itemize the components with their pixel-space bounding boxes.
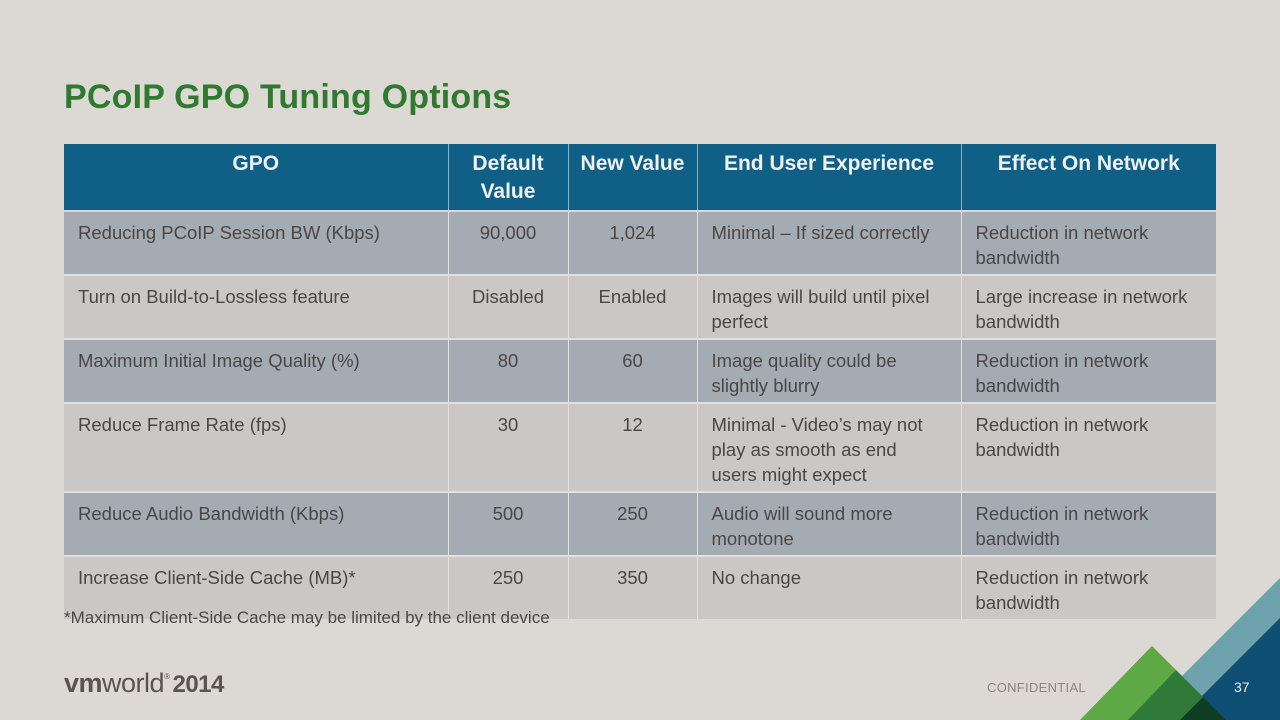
cell-experience: Minimal – If sized correctly [696,210,961,275]
cell-experience: Images will build until pixel perfect [696,274,961,339]
logo-year: 2014 [172,671,224,698]
cell-new-value: 12 [567,402,697,492]
cell-new-value: Enabled [567,274,697,339]
cell-effect: Reduction in network bandwidth [960,491,1216,556]
footnote: *Maximum Client-Side Cache may be limite… [64,608,550,627]
cell-gpo: Increase Client-Side Cache (MB)* [64,555,448,619]
logo-vm: vm [64,668,103,698]
cell-gpo: Turn on Build-to-Lossless feature [64,274,448,339]
cell-gpo: Maximum Initial Image Quality (%) [64,338,448,403]
cell-default-value: 90,000 [447,210,568,275]
slide-title: PCoIP GPO Tuning Options [64,78,512,116]
cell-new-value: 60 [567,338,697,403]
header-effect-on-network: Effect On Network [960,144,1216,212]
cell-effect: Large increase in network bandwidth [960,274,1216,339]
cell-default-value: 80 [447,338,568,403]
cell-default-value: 500 [447,491,568,556]
header-end-user-experience: End User Experience [696,144,961,212]
cell-gpo: Reducing PCoIP Session BW (Kbps) [64,210,448,275]
cell-gpo: Reduce Audio Bandwidth (Kbps) [64,491,448,556]
logo-world: world [102,668,165,698]
table-header-row: GPO Default Value New Value End User Exp… [64,144,1216,212]
registered-mark-icon: ® [164,672,170,681]
header-new-value: New Value [567,144,697,212]
page-number: 37 [1234,679,1250,695]
cell-experience: Minimal - Video’s may not play as smooth… [696,402,961,492]
cell-default-value: Disabled [447,274,568,339]
cell-effect: Reduction in network bandwidth [960,338,1216,403]
cell-effect: Reduction in network bandwidth [960,210,1216,275]
gpo-tuning-table: GPO Default Value New Value End User Exp… [64,144,1216,619]
cell-gpo: Reduce Frame Rate (fps) [64,402,448,492]
cell-experience: Image quality could be slightly blurry [696,338,961,403]
cell-effect: Reduction in network bandwidth [960,402,1216,492]
header-default-value: Default Value [447,144,568,212]
cell-new-value: 250 [567,491,697,556]
cell-effect: Reduction in network bandwidth [960,555,1216,619]
header-gpo: GPO [64,144,448,212]
confidential-label: CONFIDENTIAL [987,680,1086,695]
vmworld-logo: vmworld® 2014 [64,668,224,699]
table-row: Maximum Initial Image Quality (%) 80 60 … [64,338,1216,403]
cell-new-value: 350 [567,555,697,619]
table-row: Reduce Frame Rate (fps) 30 12 Minimal - … [64,402,1216,492]
table-row: Reduce Audio Bandwidth (Kbps) 500 250 Au… [64,491,1216,556]
table-row: Turn on Build-to-Lossless feature Disabl… [64,274,1216,339]
cell-default-value: 250 [447,555,568,619]
cell-experience: Audio will sound more monotone [696,491,961,556]
cell-new-value: 1,024 [567,210,697,275]
cell-experience: No change [696,555,961,619]
table-row: Reducing PCoIP Session BW (Kbps) 90,000 … [64,210,1216,275]
table-row: Increase Client-Side Cache (MB)* 250 350… [64,555,1216,619]
cell-default-value: 30 [447,402,568,492]
